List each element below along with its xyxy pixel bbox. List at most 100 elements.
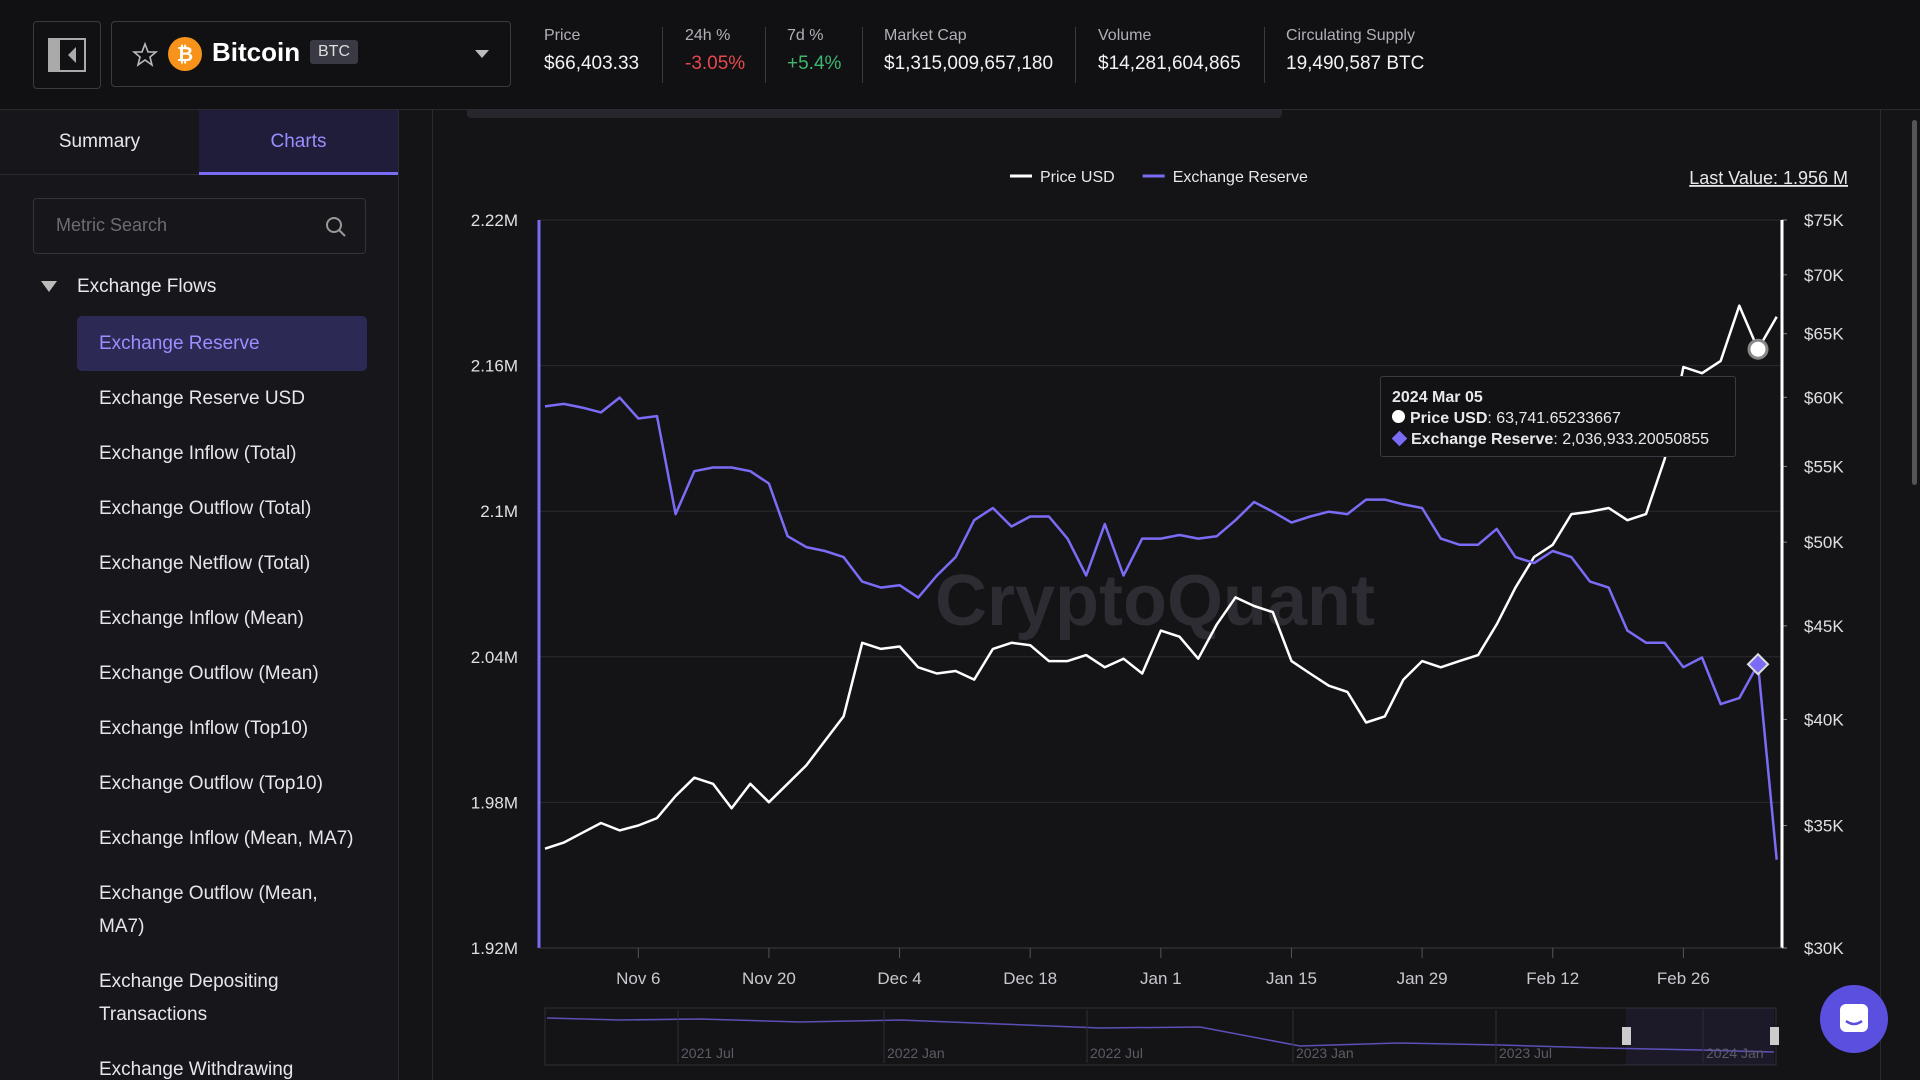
dropdown-arrow: [475, 50, 489, 58]
toggle-icon: [48, 38, 86, 72]
x-tick-label: Nov 20: [742, 969, 796, 988]
navigator-label: 2021 Jul: [681, 1045, 734, 1061]
panel-border: [1880, 110, 1881, 1080]
series-line: [544, 396, 1778, 860]
stat-value: $14,281,604,865: [1098, 53, 1241, 74]
divider: [765, 27, 766, 83]
y2-tick-label: $45K: [1804, 617, 1844, 636]
metric-item[interactable]: Exchange Outflow (Mean, MA7): [99, 883, 318, 937]
navigator-label: 2022 Jan: [887, 1045, 945, 1061]
metric-item[interactable]: Exchange Outflow (Total): [99, 498, 312, 519]
divider: [1264, 27, 1265, 83]
star-icon[interactable]: [132, 42, 158, 68]
btc-icon: ₿: [168, 37, 202, 71]
navigator-label: 2022 Jul: [1090, 1045, 1143, 1061]
navigator-selection: [1626, 1008, 1774, 1065]
search-placeholder: Metric Search: [56, 215, 168, 235]
tooltip-name: Price USD: [1410, 410, 1488, 427]
y2-tick-label: $55K: [1804, 457, 1844, 476]
gutter: [399, 110, 433, 1080]
series-line: [544, 304, 1778, 850]
svg-text:₿: ₿: [177, 44, 193, 66]
stat-value: -3.05%: [685, 53, 746, 74]
y2-tick-label: $50K: [1804, 533, 1844, 552]
navigator-handle[interactable]: [1770, 1027, 1779, 1045]
metric-item[interactable]: Exchange Inflow (Total): [99, 443, 297, 464]
stat-label: Price: [544, 27, 581, 44]
x-tick-label: Feb 12: [1526, 969, 1579, 988]
navigator-label: 2023 Jul: [1499, 1045, 1552, 1061]
sidebar-toggle[interactable]: [33, 21, 101, 89]
search-box[interactable]: Metric Search: [33, 198, 366, 254]
tooltip-bullet: [1391, 430, 1408, 447]
stat-value: 19,490,587 BTC: [1286, 53, 1425, 74]
x-tick-label: Jan 1: [1140, 969, 1182, 988]
y-tick-label: 2.04M: [471, 648, 518, 667]
metric-item[interactable]: Exchange Reserve: [77, 316, 367, 371]
coin-symbol: BTC: [310, 40, 358, 64]
x-tick-label: Dec 18: [1003, 969, 1057, 988]
divider: [1075, 27, 1076, 83]
divider: [862, 27, 863, 83]
navigator-label: 2024 Jan: [1706, 1045, 1764, 1061]
x-tick-label: Jan 29: [1397, 969, 1448, 988]
stat-label: 7d %: [787, 27, 824, 44]
tooltip-row: Exchange Reserve: 2,036,933.20050855: [1391, 429, 1735, 450]
tooltip-value: 63,741.65233667: [1496, 410, 1621, 427]
x-tick-label: Dec 4: [877, 969, 921, 988]
y-tick-label: 2.22M: [471, 211, 518, 230]
x-tick-label: Jan 15: [1266, 969, 1317, 988]
collapse-arrow[interactable]: [40, 280, 58, 294]
chat-button[interactable]: [1820, 985, 1888, 1053]
top-bar: ₿ Bitcoin BTC Price $66,403.33 24h % -3.…: [0, 0, 1920, 110]
tab-active[interactable]: Charts: [199, 110, 398, 175]
metric-item[interactable]: Exchange Reserve USD: [99, 388, 305, 409]
y2-tick-label: $35K: [1804, 817, 1844, 836]
navigator-handle[interactable]: [1622, 1027, 1631, 1045]
navigator[interactable]: 2021 Jul 2022 Jan 2022 Jul 2023 Jan 2023 Jul…: [544, 1007, 1779, 1066]
tooltip-name: Exchange Reserve: [1411, 431, 1554, 448]
y-tick-label: 1.98M: [471, 793, 518, 812]
tooltip-value: 2,036,933.20050855: [1562, 431, 1710, 448]
last-value[interactable]: Last Value: 1.956 M: [1689, 168, 1848, 188]
metric-item[interactable]: Exchange Netflow (Total): [99, 553, 311, 574]
y2-tick-label: $75K: [1804, 211, 1844, 230]
stat-value: +5.4%: [787, 53, 842, 74]
tooltip: 2024 Mar 05 Price USD: 63,741.65233667 E…: [1380, 376, 1736, 457]
panel-edge: [467, 110, 1282, 118]
watermark: CryptoQuant: [935, 561, 1375, 641]
coin-name: Bitcoin: [212, 37, 301, 67]
tooltip-bullet: [1392, 410, 1405, 423]
tab[interactable]: Summary: [0, 110, 199, 175]
y2-tick-label: $65K: [1804, 325, 1844, 344]
metric-item[interactable]: Exchange Outflow (Top10): [99, 773, 323, 794]
scrollbar[interactable]: [1912, 120, 1917, 485]
y2-tick-label: $30K: [1804, 939, 1844, 958]
search-icon: [326, 217, 346, 237]
metric-item[interactable]: Exchange Inflow (Top10): [99, 718, 309, 739]
stat-label: Circulating Supply: [1286, 27, 1415, 44]
x-tick-label: Feb 26: [1657, 969, 1710, 988]
y2-tick-label: $60K: [1804, 388, 1844, 407]
metric-item[interactable]: Exchange Inflow (Mean, MA7): [99, 828, 354, 849]
tooltip-row: Price USD: 63,741.65233667: [1392, 408, 1735, 429]
y-tick-label: 2.1M: [480, 502, 518, 521]
y2-tick-label: $70K: [1804, 266, 1844, 285]
y-tick-label: 1.92M: [471, 939, 518, 958]
legend-label: Price USD: [1040, 169, 1115, 186]
navigator-label: 2023 Jan: [1296, 1045, 1354, 1061]
metric-item[interactable]: Exchange Withdrawing: [99, 1059, 294, 1080]
group-title[interactable]: Exchange Flows: [77, 276, 217, 297]
metric-item[interactable]: Exchange Inflow (Mean): [99, 608, 304, 629]
hover-point: [1747, 338, 1769, 360]
stat-value: $66,403.33: [544, 53, 640, 74]
metric-item[interactable]: Exchange Depositing Transactions: [99, 971, 279, 1025]
navigator-line: [546, 1017, 1775, 1053]
tooltip-date: 2024 Mar 05: [1392, 389, 1483, 406]
chat-icon: [1840, 1004, 1868, 1032]
coin-selector[interactable]: ₿ Bitcoin BTC: [111, 21, 511, 87]
metric-item[interactable]: Exchange Outflow (Mean): [99, 663, 319, 684]
y2-tick-label: $40K: [1804, 710, 1844, 729]
